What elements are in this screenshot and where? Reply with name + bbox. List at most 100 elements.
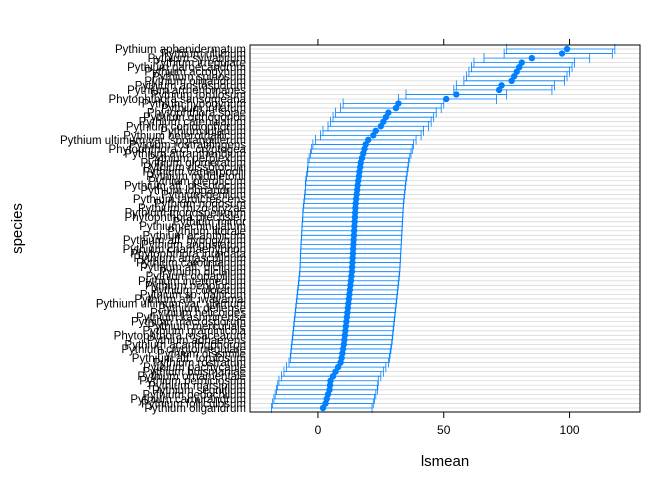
lsmean-point: [351, 223, 358, 230]
lsmean-point: [453, 91, 460, 98]
y-tick-label: Pythium diclinum: [159, 267, 246, 279]
y-tick-label: Pythium aff. hypogynum: [123, 235, 246, 247]
y-tick-label: Pythium minor: [173, 217, 247, 229]
y-tick-label: Pythium angustatum: [141, 239, 246, 251]
lsmean-point: [349, 245, 357, 253]
y-tick-label: Pythium folliculosum: [141, 398, 246, 410]
y-tick-label: Pythium aff. diclinum: [140, 262, 246, 274]
lsmean-point: [350, 232, 358, 239]
y-tick-label: Pythium pachycaule: [143, 362, 246, 374]
y-tick-label: Pythium chamaehyphon: [123, 244, 246, 256]
y-tick-label: Pythium acanthophoron: [125, 339, 246, 351]
x-axis-title: lsmean: [421, 453, 469, 470]
y-tick-label: Pythium oligandrum: [144, 403, 246, 415]
y-tick-label: Pythium pleroticum: [148, 176, 246, 188]
y-tick-label: Pythium spinosum: [152, 71, 246, 83]
y-tick-label: Pythium oopapillum: [146, 271, 246, 283]
y-tick-label: Pythium aphanidermatum: [115, 44, 246, 56]
y-tick-label: Pythium rostratifingens: [129, 139, 246, 151]
y-tick-label: Pythium vanterpoolii: [142, 167, 246, 179]
lsmean-point: [349, 254, 356, 262]
lsmean-point: [352, 204, 359, 212]
y-tick-label: Pythium nodosum: [154, 199, 246, 211]
y-tick-label: Pythium dissotocum: [143, 162, 246, 174]
y-tick-label: Pythium ultimum var. ultimum: [96, 298, 246, 310]
y-tick-label: Pythium conidiophorum: [126, 121, 246, 133]
y-tick-label: Pythium catenulatum: [139, 117, 246, 129]
y-tick-label: Pythium middletonii: [146, 171, 246, 183]
y-tick-label: Pythium heterothallicum: [123, 130, 246, 142]
y-tick-label: Phytophthora rosacearum: [114, 330, 246, 342]
lsmean-point: [392, 104, 400, 112]
y-tick-label: Pythium paroecandrum: [127, 62, 246, 74]
y-tick-label: Phytophthora drechsleri: [125, 212, 246, 224]
lsmean-point: [350, 227, 358, 234]
lsmean-point: [350, 241, 357, 248]
y-tick-label: Pythium irregulare: [153, 58, 246, 70]
y-tick-label: Pythium longandrum: [141, 185, 246, 197]
y-tick-label: Pythium tardicrescens: [133, 194, 246, 206]
y-tick-label: Pythium coloratum: [151, 285, 246, 297]
grid-lines: [250, 48, 640, 409]
y-tick-label: Pythium torulosum: [151, 89, 246, 101]
y-tick-label: Pythium acanthicum: [142, 230, 246, 242]
lsmean-point: [508, 77, 515, 85]
y-tick-label: Pythium camurandrum: [130, 394, 246, 406]
y-tick-label: Pythium aristosporum: [135, 80, 246, 92]
y-tick-label: Pythium acrogynum: [144, 67, 246, 79]
y-tick-label: Pythium periplocum: [145, 280, 246, 292]
x-tick-label: 50: [437, 423, 451, 437]
y-tick-label: Pythium macrosporum: [131, 317, 246, 329]
x-tick-label: 100: [560, 423, 580, 437]
y-tick-label: Pythium attrantheridium: [125, 149, 246, 161]
y-tick-label: Pythium aff. iwayamai: [134, 294, 246, 306]
y-tick-label: Pythium ultimum: [161, 49, 246, 61]
y-tick-label: Pythium arrhenomanes: [127, 85, 246, 97]
lsmean-point: [349, 250, 357, 257]
y-axis-title: species: [9, 203, 26, 254]
y-tick-label: Pythium rhizo-oryzae: [138, 203, 246, 215]
lsmean-point: [351, 218, 358, 225]
y-tick-label: Pythium echinulatum: [139, 221, 246, 233]
lsmean-point: [377, 123, 385, 130]
lsmean-point: [319, 404, 327, 412]
y-tick-label: Pythium perniciosum: [139, 376, 246, 388]
y-tick-label: Pythium ultimum var. sporangiiferum: [60, 135, 246, 147]
lsmean-point: [349, 259, 356, 266]
y-tick-label: Pythium rostratum: [153, 358, 246, 370]
plot-frame: [249, 44, 641, 413]
y-tick-label: Pythium monospermum: [125, 208, 246, 220]
y-tick-label: Phytophthora inundata: [130, 248, 246, 260]
y-tick-label: Pythium graminicola: [142, 326, 246, 338]
y-tick-label: Pythium ornamentale: [137, 371, 246, 383]
y-tick-label: Pythium oedochilum: [142, 389, 246, 401]
lsmean-point: [351, 213, 359, 221]
y-tick-label: Pythium sylvaticum: [148, 53, 246, 65]
lsmean-point: [352, 200, 359, 207]
lsmean-point: [495, 86, 503, 94]
lsmean-point: [348, 263, 356, 271]
y-tick-label: Pythium periilum: [161, 189, 246, 201]
y-tick-label: Pythium cryptoirregulare: [121, 344, 246, 356]
y-tick-label: Pythium mercuriale: [148, 321, 246, 333]
y-tick-label: Pythium litorale: [167, 226, 246, 238]
y-tick-label: Pythium marsipium: [148, 380, 246, 392]
y-tick-label: Phytophthora sansomeana: [109, 94, 247, 106]
y-tick-label: Pythium helicoides: [150, 308, 246, 320]
x-axis-ticks: 0 50 100: [315, 39, 580, 437]
lsmean-point: [443, 95, 450, 103]
y-tick-label: Pythium glomeratum: [141, 158, 246, 170]
lsmean-point: [528, 54, 536, 62]
y-tick-label: Pythium carolinianum: [136, 258, 246, 270]
lsmean-point: [558, 50, 566, 57]
y-tick-label: Pythium buismaniae: [142, 367, 246, 379]
y-tick-label: Pythium segnitium: [152, 385, 246, 397]
lsmean-point: [370, 132, 377, 139]
y-tick-label: Pythium intermedium: [138, 276, 246, 288]
y-tick-label: Phytophthora sojae: [147, 108, 246, 120]
y-tick-label: Pythium aff. dissotocum: [124, 180, 246, 192]
y-tick-label: Pythium orthogonon: [143, 112, 246, 124]
lsmean-point: [351, 209, 359, 216]
y-tick-label: Pythium sp. balticum: [140, 289, 246, 301]
